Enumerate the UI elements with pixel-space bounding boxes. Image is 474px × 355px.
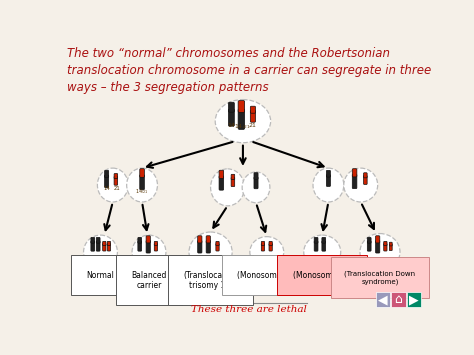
FancyBboxPatch shape — [206, 236, 210, 243]
Text: 21: 21 — [249, 122, 257, 127]
FancyBboxPatch shape — [219, 170, 224, 179]
Ellipse shape — [83, 235, 118, 269]
FancyBboxPatch shape — [322, 241, 326, 251]
FancyBboxPatch shape — [138, 241, 142, 251]
FancyBboxPatch shape — [364, 176, 367, 185]
Ellipse shape — [313, 168, 344, 202]
Text: (Monosomy 21): (Monosomy 21) — [292, 271, 352, 279]
FancyBboxPatch shape — [91, 241, 95, 251]
Text: $14_{/21}$: $14_{/21}$ — [234, 123, 250, 131]
FancyBboxPatch shape — [364, 173, 367, 178]
Text: 14: 14 — [103, 186, 110, 191]
Text: (Monosomy 14): (Monosomy 14) — [237, 271, 296, 279]
FancyBboxPatch shape — [103, 241, 106, 246]
Text: $14_{/21}$: $14_{/21}$ — [136, 187, 149, 196]
Ellipse shape — [304, 235, 341, 269]
FancyBboxPatch shape — [314, 237, 318, 243]
FancyBboxPatch shape — [367, 241, 371, 251]
FancyBboxPatch shape — [269, 244, 272, 251]
FancyBboxPatch shape — [146, 240, 150, 253]
Text: ▶: ▶ — [409, 293, 419, 306]
FancyBboxPatch shape — [96, 237, 100, 243]
FancyBboxPatch shape — [154, 244, 157, 251]
FancyBboxPatch shape — [238, 100, 245, 113]
Ellipse shape — [210, 169, 245, 206]
FancyBboxPatch shape — [219, 176, 224, 190]
Text: 21: 21 — [113, 186, 120, 191]
FancyBboxPatch shape — [140, 175, 145, 190]
FancyBboxPatch shape — [138, 237, 142, 243]
FancyBboxPatch shape — [376, 293, 391, 307]
FancyBboxPatch shape — [269, 241, 272, 246]
FancyBboxPatch shape — [228, 102, 234, 112]
FancyBboxPatch shape — [206, 240, 210, 253]
FancyBboxPatch shape — [327, 175, 330, 186]
Ellipse shape — [360, 234, 400, 271]
FancyBboxPatch shape — [140, 169, 145, 178]
FancyBboxPatch shape — [375, 240, 380, 253]
FancyBboxPatch shape — [198, 236, 202, 243]
FancyBboxPatch shape — [261, 241, 264, 246]
FancyBboxPatch shape — [261, 244, 264, 251]
FancyBboxPatch shape — [107, 244, 110, 251]
FancyBboxPatch shape — [198, 240, 202, 253]
Text: Balanced
carrier: Balanced carrier — [131, 271, 167, 290]
FancyBboxPatch shape — [105, 170, 109, 178]
Text: (Translocation Down
syndrome): (Translocation Down syndrome) — [345, 271, 416, 284]
FancyBboxPatch shape — [107, 241, 110, 246]
FancyBboxPatch shape — [254, 173, 258, 179]
FancyBboxPatch shape — [216, 241, 219, 246]
Text: The two “normal” chromosomes and the Robertsonian
translocation chromosome in a : The two “normal” chromosomes and the Rob… — [66, 47, 431, 94]
FancyBboxPatch shape — [146, 236, 150, 243]
FancyBboxPatch shape — [103, 244, 106, 251]
Ellipse shape — [215, 100, 271, 143]
FancyBboxPatch shape — [389, 244, 392, 251]
FancyBboxPatch shape — [352, 169, 357, 177]
FancyBboxPatch shape — [391, 293, 406, 307]
FancyBboxPatch shape — [327, 170, 330, 177]
FancyBboxPatch shape — [114, 176, 118, 185]
FancyBboxPatch shape — [114, 174, 118, 179]
Ellipse shape — [344, 168, 378, 202]
FancyBboxPatch shape — [231, 177, 235, 187]
FancyBboxPatch shape — [375, 236, 380, 243]
FancyBboxPatch shape — [352, 174, 357, 189]
Ellipse shape — [242, 172, 270, 203]
FancyBboxPatch shape — [389, 242, 392, 246]
FancyBboxPatch shape — [314, 241, 318, 251]
FancyBboxPatch shape — [154, 241, 157, 246]
FancyBboxPatch shape — [216, 244, 219, 251]
FancyBboxPatch shape — [384, 244, 387, 251]
FancyBboxPatch shape — [228, 109, 234, 126]
FancyBboxPatch shape — [91, 237, 95, 243]
Ellipse shape — [97, 168, 128, 202]
FancyBboxPatch shape — [407, 293, 421, 307]
FancyBboxPatch shape — [250, 106, 255, 113]
Ellipse shape — [127, 168, 157, 202]
FancyBboxPatch shape — [367, 237, 371, 243]
Text: ⌂: ⌂ — [394, 293, 402, 306]
FancyBboxPatch shape — [231, 174, 235, 180]
FancyBboxPatch shape — [105, 175, 109, 188]
Ellipse shape — [132, 235, 166, 269]
FancyBboxPatch shape — [238, 109, 245, 130]
Text: Normal: Normal — [87, 271, 114, 279]
Text: 14: 14 — [228, 122, 235, 127]
Text: (Translocation
trisomy 14): (Translocation trisomy 14) — [183, 271, 237, 290]
FancyBboxPatch shape — [96, 241, 100, 251]
FancyBboxPatch shape — [254, 177, 258, 189]
Text: ◀: ◀ — [378, 293, 388, 306]
Ellipse shape — [189, 232, 232, 272]
FancyBboxPatch shape — [384, 241, 387, 246]
FancyBboxPatch shape — [322, 237, 326, 243]
FancyBboxPatch shape — [250, 110, 255, 122]
Text: These three are lethal: These three are lethal — [191, 305, 307, 314]
Ellipse shape — [250, 237, 284, 267]
